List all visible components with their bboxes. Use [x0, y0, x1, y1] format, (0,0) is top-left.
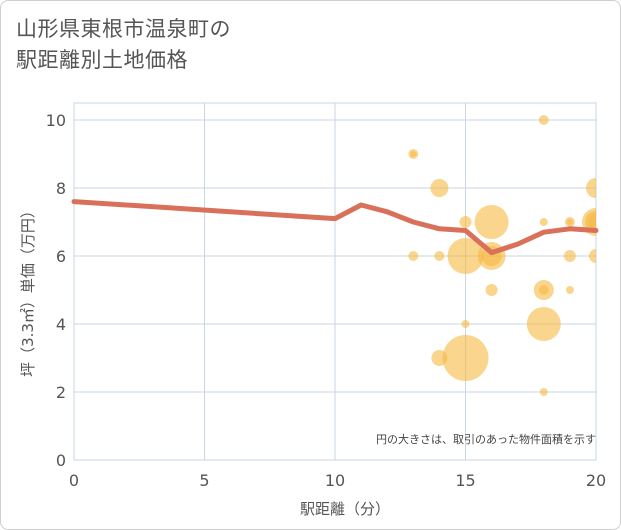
bubble-point — [447, 238, 484, 274]
x-tick-label: 20 — [586, 471, 606, 490]
bubble-point — [539, 218, 548, 226]
y-tick-label: 10 — [46, 111, 66, 130]
y-tick-label: 6 — [56, 247, 66, 266]
size-note: 円の大きさは、取引のあった物件面積を示す — [376, 432, 596, 446]
y-tick-label: 0 — [56, 451, 66, 470]
trend-line — [71, 199, 599, 256]
bubble-point — [565, 286, 574, 294]
bubble-point — [526, 307, 561, 341]
bubble-point — [588, 214, 596, 230]
bubble-point — [408, 251, 419, 261]
bubble-series — [408, 115, 596, 396]
x-axis-label: 駅距離（分） — [300, 500, 390, 518]
bubble-point — [586, 178, 596, 198]
chart-title-line1: 山形県東根市温泉町の — [16, 17, 231, 41]
x-tick-label: 10 — [325, 471, 345, 490]
bubble-point — [538, 115, 549, 125]
bubble-point — [589, 249, 596, 263]
y-axis-label: 坪（3.3㎡）単価（万円） — [19, 203, 37, 377]
x-tick-label: 5 — [199, 471, 209, 490]
grid — [73, 103, 597, 461]
bubble-point — [485, 284, 498, 296]
bubble-point — [430, 179, 449, 197]
bubble-point — [563, 250, 576, 262]
bubble-point — [410, 151, 417, 157]
bubble-point — [474, 205, 509, 239]
y-tick-label: 2 — [56, 383, 66, 402]
x-tick-label: 15 — [455, 471, 475, 490]
bubble-point — [538, 285, 549, 295]
x-tick-label: 0 — [69, 471, 79, 490]
chart-title: 山形県東根市温泉町の 駅距離別土地価格 — [16, 14, 316, 76]
x-axis-ticks: 0 5 10 15 20 — [69, 471, 606, 490]
bubble-point — [566, 219, 573, 225]
plot-area-border — [73, 102, 597, 461]
bubble-point — [434, 251, 445, 261]
chart-title-line2: 駅距離別土地価格 — [16, 48, 188, 72]
bubble-point — [461, 320, 470, 328]
y-tick-label: 8 — [56, 179, 66, 198]
bubble-point — [442, 335, 489, 381]
bubble-point — [459, 216, 472, 228]
y-axis-ticks: 0 2 4 6 8 10 — [46, 111, 66, 470]
bubble-point — [539, 388, 548, 396]
y-tick-label: 4 — [56, 315, 66, 334]
